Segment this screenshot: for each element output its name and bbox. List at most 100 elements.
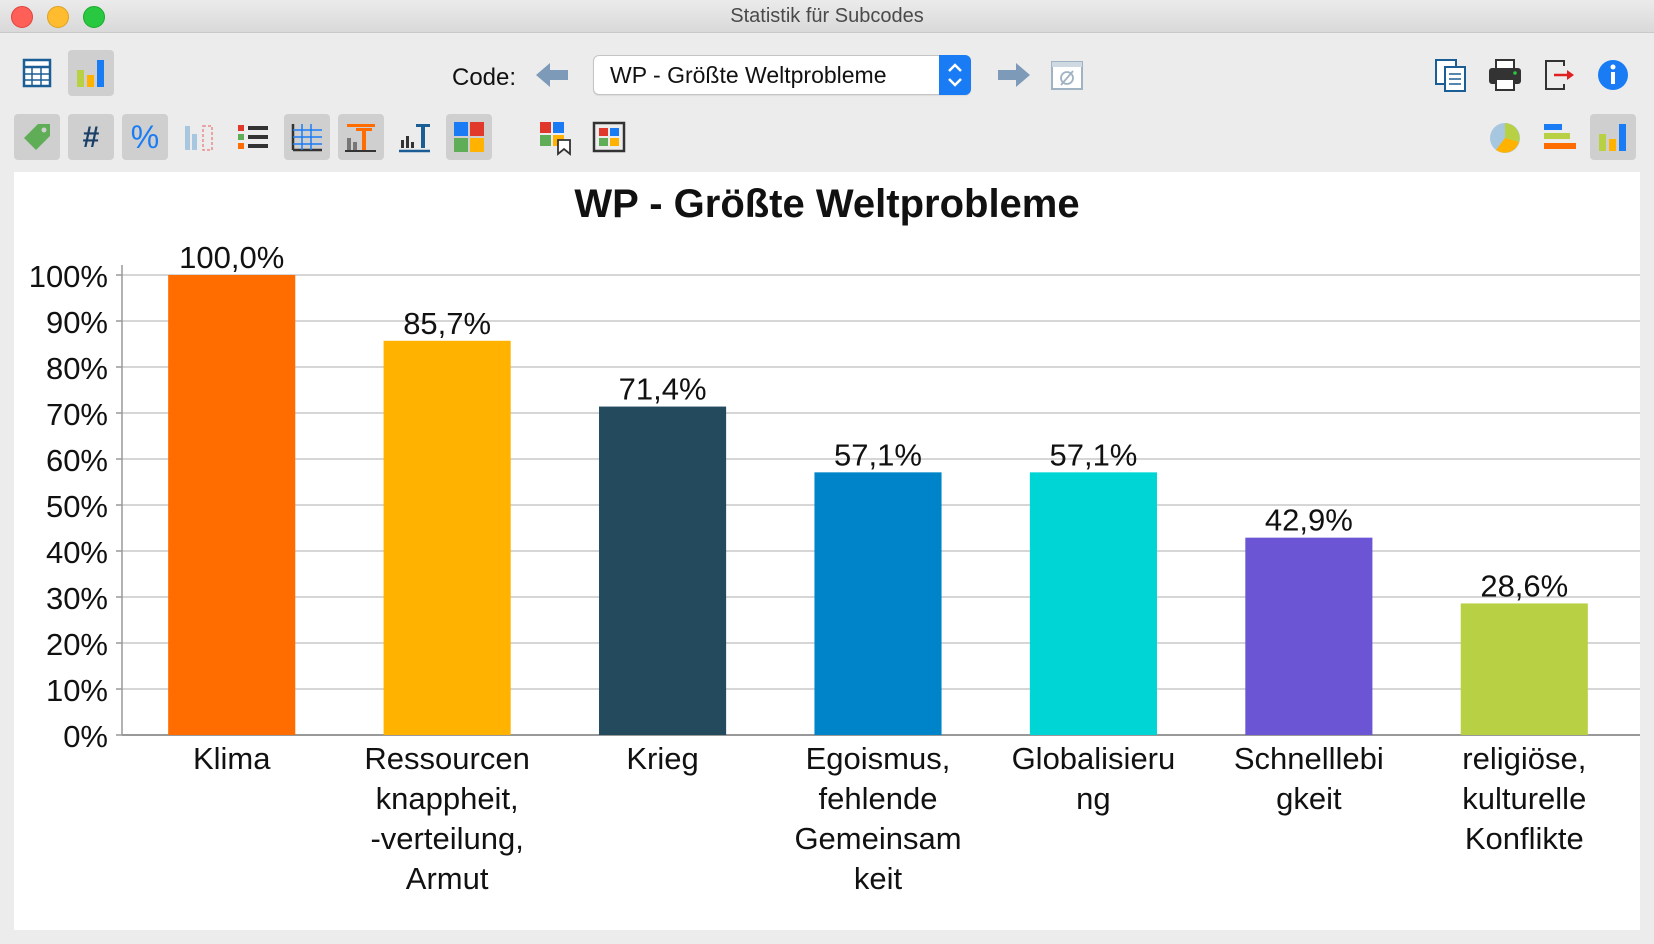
y-tick-label: 20% (46, 627, 108, 662)
bar-chart-icon (77, 60, 104, 87)
vertical-bar-icon (1599, 124, 1626, 151)
label-toggle-button[interactable] (14, 114, 60, 160)
x-tick-label: gkeit (1276, 781, 1342, 816)
arrow-left-icon (536, 63, 568, 87)
clear-selection-button[interactable] (1044, 52, 1090, 98)
y-tick-label: 100% (29, 259, 108, 294)
printer-icon (1489, 59, 1521, 91)
y-tick-label: 60% (46, 443, 108, 478)
x-tick-label: Gemeinsam (794, 821, 961, 856)
zoom-window-button[interactable] (83, 6, 105, 28)
close-window-button[interactable] (11, 6, 33, 28)
pie-chart-icon (1490, 123, 1520, 153)
bar (814, 472, 942, 735)
y-tick-label: 50% (46, 489, 108, 524)
pie-chart-button[interactable] (1482, 114, 1528, 160)
bar-chart: 0% 10% 20% 30% 40% 50% 60% 70% 80% 90% 100% 100,0% K… (29, 240, 1640, 896)
y-tick-label: 0% (63, 719, 108, 754)
copy-icon (1435, 59, 1466, 92)
info-button[interactable] (1590, 52, 1636, 98)
horizontal-bar-button[interactable] (1536, 114, 1582, 160)
empty-set-icon (1051, 61, 1083, 90)
minimize-window-button[interactable] (47, 6, 69, 28)
next-code-button[interactable] (990, 52, 1036, 98)
chart-view-button[interactable] (68, 50, 114, 96)
x-tick-label: Klima (193, 741, 271, 776)
chart-title: WP - Größte Weltprobleme (574, 182, 1080, 226)
y-tick-label: 90% (46, 305, 108, 340)
percent-button[interactable]: % (122, 114, 168, 160)
copy-button[interactable] (1428, 52, 1474, 98)
axis-title-button[interactable] (392, 114, 438, 160)
data-label: 57,1% (1049, 437, 1137, 472)
code-select-value: WP - Größte Weltprobleme (610, 62, 887, 88)
code-select[interactable]: WP - Größte Weltprobleme (593, 55, 971, 95)
table-view-button[interactable] (14, 50, 60, 96)
legend-button[interactable] (230, 114, 276, 160)
x-tick-label: fehlende (819, 781, 938, 816)
y-tick-label: 40% (46, 535, 108, 570)
data-label: 71,4% (619, 372, 707, 407)
x-tick-label: Armut (406, 861, 489, 896)
bar (599, 406, 727, 735)
data-label: 57,1% (834, 437, 922, 472)
bar (1245, 537, 1373, 735)
data-label: 42,9% (1265, 503, 1353, 538)
color-palette-icon (454, 122, 484, 152)
select-chevrons-icon (939, 55, 971, 95)
arrow-right-icon (998, 63, 1030, 87)
table-icon (22, 58, 52, 88)
color-scheme-button[interactable] (446, 114, 492, 160)
bar (1460, 603, 1588, 735)
percent-icon: % (131, 119, 159, 155)
grid-icon (291, 124, 322, 152)
x-tick-label: Ressourcen (364, 741, 529, 776)
missing-values-button[interactable] (176, 114, 222, 160)
data-label: 100,0% (179, 240, 284, 275)
svg-text:%: % (131, 119, 159, 155)
x-tick-label: kulturelle (1462, 781, 1586, 816)
title-bar: Statistik für Subcodes (0, 0, 1654, 33)
gridlines-button[interactable] (284, 114, 330, 160)
y-tick-label: 30% (46, 581, 108, 616)
info-icon (1598, 60, 1628, 90)
x-tick-label: keit (854, 861, 903, 896)
x-tick-label: Krieg (626, 741, 698, 776)
x-tick-label: Egoismus, (806, 741, 951, 776)
tag-icon (24, 124, 50, 150)
window-title: Statistik für Subcodes (730, 5, 924, 27)
framed-grid-icon (592, 121, 626, 153)
svg-text:#: # (83, 121, 100, 154)
export-button[interactable] (1536, 52, 1582, 98)
vertical-bar-button[interactable] (1590, 114, 1636, 160)
list-icon (238, 125, 268, 149)
color-legend-button[interactable] (532, 114, 578, 160)
y-tick-label: 10% (46, 673, 108, 708)
y-tick-label: 70% (46, 397, 108, 432)
export-icon (1545, 60, 1574, 90)
dashed-bars-icon (185, 125, 213, 151)
hash-icon: # (83, 121, 100, 154)
x-tick-label: -verteilung, (370, 821, 523, 856)
data-label: 28,6% (1480, 568, 1568, 603)
chart-title-button[interactable] (338, 114, 384, 160)
previous-code-button[interactable] (530, 52, 576, 98)
horizontal-bar-icon (1544, 124, 1576, 149)
chart-area: WP - Größte Weltprobleme 0% 10% 20% 30% 40% 5… (14, 172, 1640, 930)
x-tick-label: ng (1076, 781, 1110, 816)
title-bars-icon (345, 124, 376, 152)
bar (168, 275, 296, 735)
frequency-button[interactable]: # (68, 114, 114, 160)
x-tick-label: religiöse, (1462, 741, 1586, 776)
axis-title-icon (399, 124, 430, 153)
y-tick-label: 80% (46, 351, 108, 386)
bar (383, 340, 511, 735)
print-button[interactable] (1482, 52, 1528, 98)
code-label: Code: (452, 64, 517, 91)
x-tick-label: Schnelllebi (1234, 741, 1384, 776)
bar (1029, 472, 1157, 735)
frame-button[interactable] (586, 114, 632, 160)
x-tick-label: Globalisieru (1012, 741, 1176, 776)
data-label: 85,7% (403, 306, 491, 341)
